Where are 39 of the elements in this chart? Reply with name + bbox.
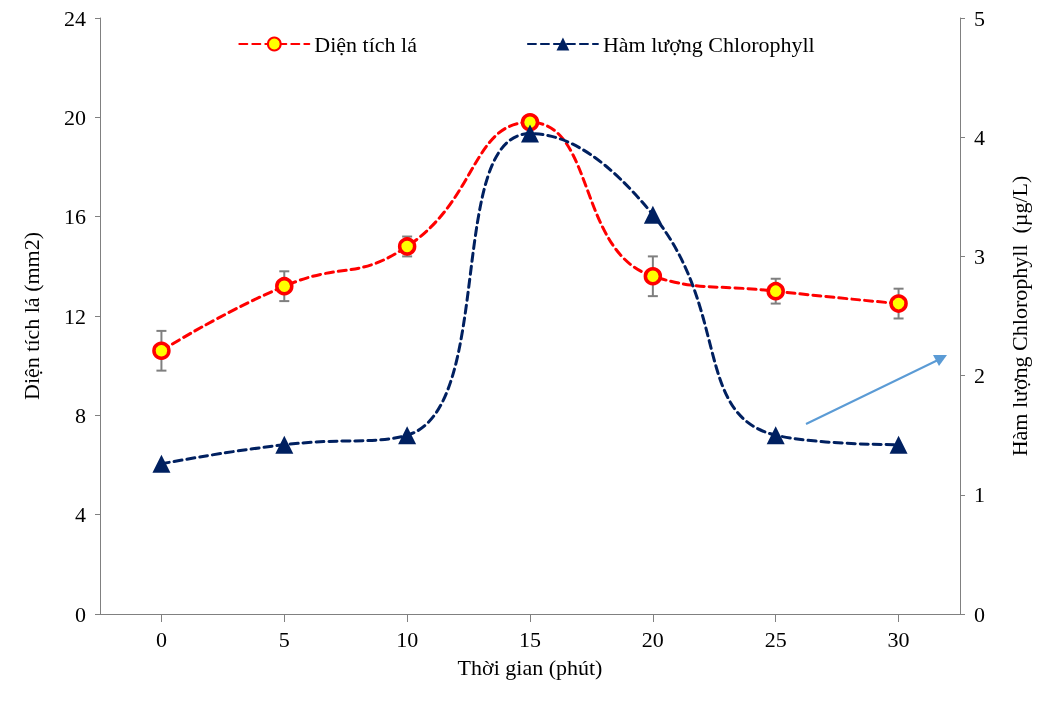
point — [643, 267, 663, 286]
x-tick-label: 0 — [155, 626, 167, 652]
y2-axis-title: Hàm lượng Chlorophyll (µg/L) — [1006, 175, 1032, 457]
y-tick-label: 24 — [64, 5, 86, 31]
point — [398, 426, 417, 445]
point — [889, 435, 908, 454]
point — [889, 294, 908, 313]
y2-tick-label: 2 — [974, 363, 985, 389]
x-tick-label: 25 — [764, 626, 787, 652]
y2-tick-label: 5 — [974, 5, 985, 31]
x-tick-label: 5 — [278, 626, 290, 652]
point — [520, 113, 540, 132]
y-tick-label: 20 — [64, 104, 86, 130]
x-tick-label: 10 — [396, 626, 419, 652]
y-tick-label: 12 — [64, 303, 86, 329]
point — [275, 435, 294, 454]
legend-label: Diện tích lá — [314, 31, 418, 57]
y-tick-label: 4 — [75, 502, 86, 528]
x-tick-label: 20 — [641, 626, 664, 652]
y2-tick-label: 1 — [974, 482, 985, 508]
x-tick-label: 15 — [519, 626, 541, 652]
y-axis-title: Diện tích lá (mm2) — [18, 231, 44, 401]
x-axis-title: Thời gian (phút) — [457, 654, 603, 680]
point — [766, 426, 785, 445]
y-tick-label: 0 — [75, 601, 86, 627]
y2-tick-label: 3 — [974, 243, 985, 269]
point — [152, 341, 171, 361]
y-tick-label: 16 — [64, 204, 86, 230]
legend-label: Hàm lượng Chlorophyll — [602, 31, 815, 57]
point — [766, 281, 785, 301]
y-tick-label: 8 — [75, 402, 86, 428]
y2-tick-label: 4 — [974, 124, 985, 150]
point — [152, 454, 171, 473]
point — [521, 124, 539, 143]
x-tick-label: 30 — [887, 626, 910, 652]
point — [275, 276, 294, 296]
point — [397, 237, 417, 256]
y2-tick-label: 0 — [974, 601, 985, 627]
point — [643, 205, 662, 224]
